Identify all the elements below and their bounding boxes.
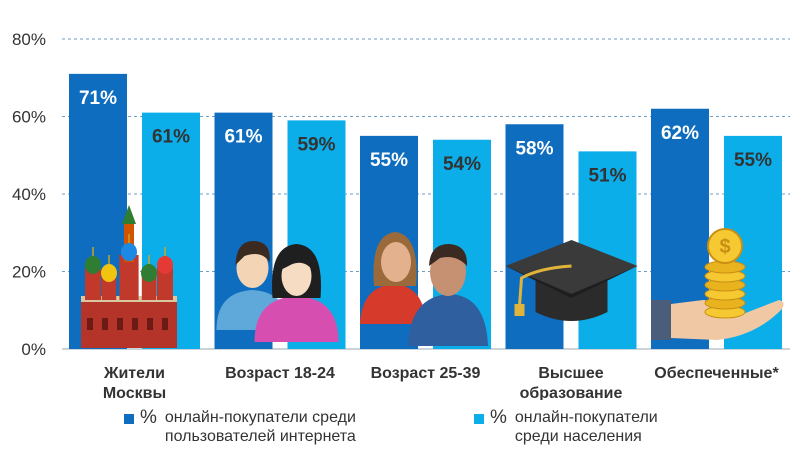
graduation-cap-icon [505,240,638,321]
y-tick-label: 60% [12,108,46,127]
y-tick-label: 80% [12,30,46,49]
data-label: 58% [515,138,553,159]
x-tick-label: Возраст 18-24 [225,365,335,382]
adults-icon [360,232,488,346]
legend-swatch-light [474,414,484,424]
legend-item-population: % онлайн-покупатели среди населения [474,408,658,446]
data-label: 59% [297,134,335,155]
young-people-icon [216,240,339,342]
data-label: 54% [443,154,481,175]
legend-swatch-dark [124,414,134,424]
legend-unit: % [490,407,507,428]
data-label: 61% [224,127,262,148]
x-axis-labels: Жители Москвы Возраст 18-24 Возраст 25-39 Вы… [103,365,780,400]
x-tick-label: Высшее образование [520,365,623,400]
legend-label: онлайн-покупатели среди населения [514,409,658,445]
legend-unit: % [140,407,157,428]
y-tick-label: 0% [21,340,46,359]
category-icons: $ [81,205,784,348]
money-hand-icon: $ [651,228,784,340]
x-tick-label: Жители Москвы [103,365,166,400]
legend-label: онлайн-покупатели среди пользователей ин… [164,409,356,445]
data-label: 51% [588,165,626,186]
svg-text:$: $ [719,236,730,258]
data-label: 55% [734,150,772,171]
data-label: 55% [370,150,408,171]
y-axis-ticks: 0% 20% 40% 60% 80% [12,30,46,359]
data-label: 71% [79,88,117,109]
data-label: 61% [152,127,190,148]
data-labels: 71% 61% 55% 58% 62% 61% 59% 54% 51% 55% [79,88,772,187]
x-tick-label: Обеспеченные* [654,365,779,382]
bar-chart: 0% 20% 40% 60% 80% $ 71% 61% 55% 58% 62% 61% 59% 54… [12,30,790,400]
kremlin-icon [81,205,177,348]
x-tick-label: Возраст 25-39 [371,365,481,382]
data-label: 62% [661,123,699,144]
legend-item-internet-users: % онлайн-покупатели среди пользователей … [124,408,356,446]
y-tick-label: 40% [12,185,46,204]
y-tick-label: 20% [12,263,46,282]
